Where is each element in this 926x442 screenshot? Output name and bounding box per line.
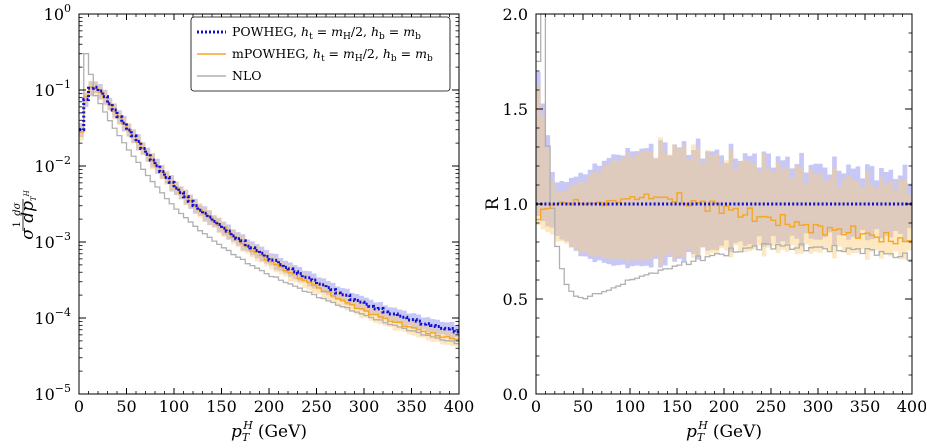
right-bands [536,71,912,269]
legend-box [190,16,451,92]
x-tick-label-250: 250 [301,397,332,416]
x-tick-label-100: 100 [615,397,646,416]
left-series-mpowheg [79,86,459,341]
x-tick-label-200: 200 [254,397,285,416]
left-x-ticks: 0 50 100 150 200 250 300 350 400 [74,14,474,416]
left-bands [79,80,459,347]
x-tick-label-400: 400 [897,397,926,416]
right-x-label-unit: (GeV) [713,422,762,442]
right-series-nlo [536,13,912,300]
x-tick-label-150: 150 [662,397,693,416]
y-tick-label-0.5: 0.5 [503,290,528,309]
y-tick-label-1e-3: 10−3 [34,230,71,252]
x-tick-label-350: 350 [850,397,881,416]
svg-text:1 dσ: 1 dσ [5,201,25,227]
x-tick-label-100: 100 [159,397,190,416]
x-tick-label-400: 400 [444,397,475,416]
right-series-mpowheg [536,192,912,245]
left-series [79,53,459,345]
x-tick-label-50: 50 [116,397,136,416]
y-tick-label-1e-1: 10−1 [34,78,71,100]
right-x-label-p: p [686,422,697,442]
left-x-label-sub: T [242,431,251,442]
y-tick-label-1e-2: 10−2 [34,154,71,176]
legend-label-powheg: POWHEG, ht = mH/2, hb = mb [232,24,421,42]
x-tick-label-350: 350 [396,397,427,416]
y-tick-label-1e0: 100 [44,2,71,24]
legend-label-nlo: NLO [232,68,262,83]
right-y-axis-label: R [483,196,503,210]
left-series-nlo [79,53,459,345]
left-x-label-p: p [231,422,242,442]
x-tick-label-0: 0 [531,397,541,416]
band-mpowheg [79,80,459,347]
left-x-axis-label: pTH (GeV) [231,419,307,442]
y-tick-label-0.0: 0.0 [503,385,528,404]
band-powheg [536,71,912,269]
y-tick-label-1e-5: 10−5 [34,382,71,404]
x-tick-label-0: 0 [74,397,84,416]
x-tick-label-200: 200 [709,397,740,416]
y-tick-label-1e-4: 10−4 [34,306,71,328]
right-series [536,13,912,300]
left-x-label-sup: H [242,419,253,432]
x-tick-label-150: 150 [206,397,237,416]
right-x-label-sup: H [697,419,708,432]
band-mpowheg [536,86,912,265]
right-x-label-sub: T [697,431,706,442]
left-panel: 0 50 100 150 200 250 300 350 400 100 10−1 10−2 10−3… [5,2,474,442]
legend-label-mpowheg: mPOWHEG, ht = mH/2, hb = mb [232,46,433,64]
y-tick-label-2.0: 2.0 [503,5,528,24]
right-panel: 0 50 100 150 200 250 300 350 400 0.0 0.5 1.0 1.5 2.0… [483,5,926,442]
right-y-ticks: 0.0 0.5 1.0 1.5 2.0 [503,5,912,404]
left-series-powheg [79,85,459,334]
x-tick-label-300: 300 [803,397,834,416]
y-tick-label-1.0: 1.0 [503,195,528,214]
left-y-axis-label: 1 dσ σ dpTH [5,189,38,239]
y-tick-label-1.5: 1.5 [503,100,528,119]
legend: POWHEG, ht = mH/2, hb = mb mPOWHEG, ht =… [190,16,451,92]
svg-text:σ dpTH: σ dpTH [18,189,38,239]
x-tick-label-300: 300 [349,397,380,416]
x-tick-label-250: 250 [756,397,787,416]
band-powheg [79,81,459,339]
right-x-axis-label: pTH (GeV) [686,419,762,442]
right-x-ticks: 0 50 100 150 200 250 300 350 400 [531,14,926,416]
left-y-ticks: 100 10−1 10−2 10−3 10−4 10−5 [34,2,459,404]
left-x-label-unit: (GeV) [258,422,307,442]
x-tick-label-50: 50 [573,397,593,416]
